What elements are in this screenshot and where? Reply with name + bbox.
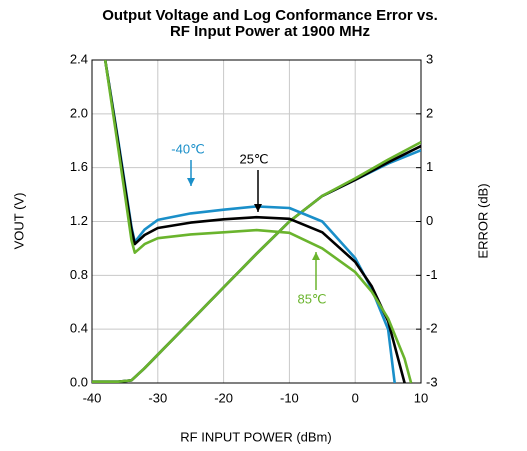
y2-axis-label: ERROR (dB) (475, 183, 490, 258)
arrow-head (254, 204, 262, 212)
y2-tick-label: -3 (426, 374, 438, 389)
series-line (103, 60, 406, 383)
annotation: 85℃ (297, 291, 326, 306)
series-line (92, 144, 421, 383)
arrow-head (312, 252, 320, 260)
y2-tick-label: 3 (426, 51, 433, 66)
y2-tick-label: -2 (426, 321, 438, 336)
arrow-head (187, 178, 195, 186)
y2-tick-label: -1 (426, 267, 438, 282)
x-tick-label: -20 (214, 390, 233, 405)
y-tick-label: 2.4 (70, 51, 88, 66)
y2-tick-label: 1 (426, 159, 433, 174)
y2-tick-label: 2 (426, 105, 433, 120)
x-tick-label: -30 (148, 390, 167, 405)
x-tick-label: -40 (83, 390, 102, 405)
annotation: -40℃ (171, 141, 204, 156)
x-tick-label: 10 (414, 390, 428, 405)
annotation: 25℃ (239, 151, 268, 166)
y2-tick-label: 0 (426, 213, 433, 228)
series-line (92, 148, 421, 383)
y-tick-label: 0.8 (70, 267, 88, 282)
plot-frame (91, 59, 422, 384)
y-tick-label: 2.0 (70, 105, 88, 120)
y-tick-label: 1.6 (70, 159, 88, 174)
chart-title: RF Input Power at 1900 MHz (170, 23, 370, 40)
series-line (103, 60, 413, 383)
y-tick-label: 1.2 (70, 213, 88, 228)
y-tick-label: 0.4 (70, 321, 88, 336)
x-axis-label: RF INPUT POWER (dBm) (180, 429, 331, 444)
chart-title: Output Voltage and Log Conformance Error… (102, 7, 438, 24)
y-axis-label: VOUT (V) (11, 193, 26, 250)
series-line (92, 140, 421, 383)
x-tick-label: 0 (352, 390, 359, 405)
plot-area (92, 60, 421, 383)
x-tick-label: -10 (280, 390, 299, 405)
y-tick-label: 0.0 (70, 374, 88, 389)
